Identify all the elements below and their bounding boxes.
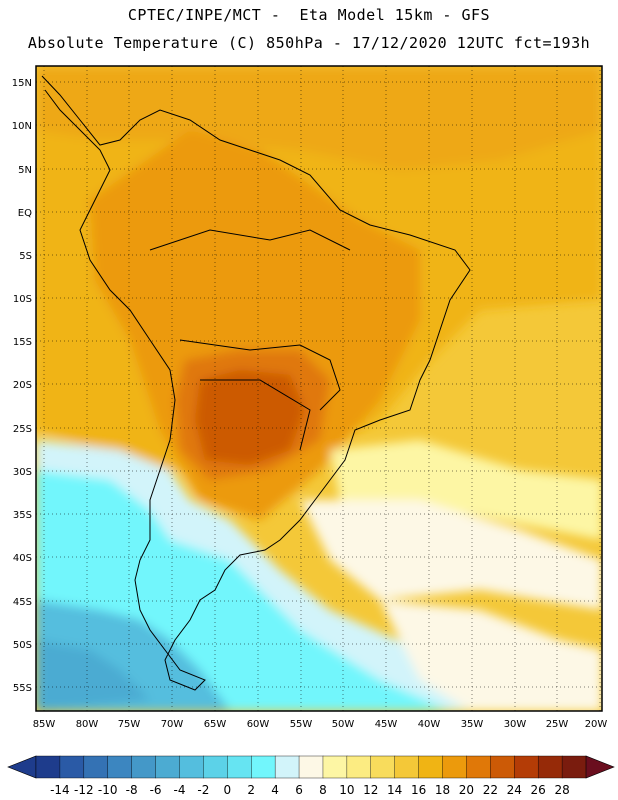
colorbar-label: 22 [483,783,498,797]
map-frame [35,65,603,712]
colorbar-label: 18 [435,783,450,797]
lon-label: 60W [247,719,270,730]
lon-label: 85W [33,719,56,730]
lon-label: 25W [546,719,569,730]
colorbar-label: 24 [507,783,522,797]
colorbar-label: -8 [126,783,138,797]
lat-label: 45S [13,597,32,608]
colorbar-label: 20 [459,783,474,797]
colorbar-swatch [418,755,444,779]
lat-label: 25S [13,424,32,435]
colorbar-swatch [83,755,109,779]
colorbar-label: -14 [50,783,70,797]
colorbar-label: 6 [295,783,303,797]
lat-label: 55S [13,683,32,694]
colorbar-swatch [35,755,61,779]
lon-label: 55W [290,719,313,730]
lon-label: 75W [118,719,141,730]
lon-label: 40W [418,719,441,730]
colorbar-swatch [131,755,157,779]
colorbar-swatch [466,755,491,779]
colorbar-swatch [107,755,133,779]
lat-label: 20S [13,380,32,391]
lat-label: 40S [13,553,32,564]
colorbar-label: 4 [271,783,279,797]
colorbar-swatch [227,755,252,779]
longitude-labels: 85W 80W 75W 70W 65W 60W 55W 50W 45W 40W … [33,719,608,730]
colorbar-label: 10 [339,783,354,797]
colorbar-arrow-low [7,755,37,779]
lon-label: 20W [585,719,608,730]
lat-label: 15S [13,337,32,348]
lat-label: 10N [12,121,32,132]
colorbar-swatch [59,755,85,779]
colorbar-label: 12 [363,783,378,797]
colorbar-label: 14 [387,783,402,797]
colorbar-swatch [298,755,324,779]
colorbar-label: -12 [74,783,94,797]
colorbar-swatch [561,755,587,779]
colorbar-label: -2 [197,783,209,797]
colorbar-swatch [514,755,539,779]
colorbar-swatch [274,755,300,779]
colorbar-arrow-high [585,755,615,779]
lon-label: 70W [161,719,184,730]
lon-label: 50W [332,719,355,730]
colorbar-label: 16 [411,783,426,797]
colorbar-swatch [394,755,420,779]
colorbar-swatch [346,755,372,779]
lat-label: 35S [13,510,32,521]
lon-label: 65W [204,719,227,730]
coastline [41,75,471,691]
colorbar-label: -6 [150,783,162,797]
title-line-1: CPTEC/INPE/MCT - Eta Model 15km - GFS [127,6,491,24]
colorbar-swatch [537,755,563,779]
lat-label: 5S [19,251,32,262]
colorbar-swatch [442,755,467,779]
colorbar-swatch [203,755,228,779]
lon-label: 35W [461,719,484,730]
lon-label: 45W [375,719,398,730]
colorbar-swatch [251,755,276,779]
colorbar: -14 -12 -10 -8 -6 -4 -2 0 2 4 6 8 10 12 14 16 18 20 22 24 26… [7,755,615,797]
colorbar-swatch [322,755,348,779]
lat-label: 15N [12,78,32,89]
colorbar-label: 8 [319,783,327,797]
colorbar-label: -10 [98,783,118,797]
title-line-2: Absolute Temperature (C) 850hPa - 17/12/… [27,34,591,52]
colorbar-swatch [179,755,204,779]
colorbar-swatch [490,755,515,779]
lat-label: EQ [18,208,32,219]
lon-label: 80W [76,719,99,730]
temperature-field [36,66,602,711]
colorbar-label: -4 [173,783,185,797]
lat-label: 30S [13,467,32,478]
colorbar-label: 28 [554,783,569,797]
colorbar-swatch [370,755,396,779]
latitude-labels: 15N 10N 5N EQ 5S 10S 15S 20S 25S 30S 35S… [12,78,32,694]
colorbar-label: 0 [223,783,231,797]
colorbar-swatch [155,755,180,779]
colorbar-label: 2 [247,783,255,797]
lat-label: 5N [18,165,32,176]
colorbar-label: 26 [531,783,546,797]
lat-label: 50S [13,640,32,651]
lat-label: 10S [13,294,32,305]
lon-label: 30W [504,719,527,730]
